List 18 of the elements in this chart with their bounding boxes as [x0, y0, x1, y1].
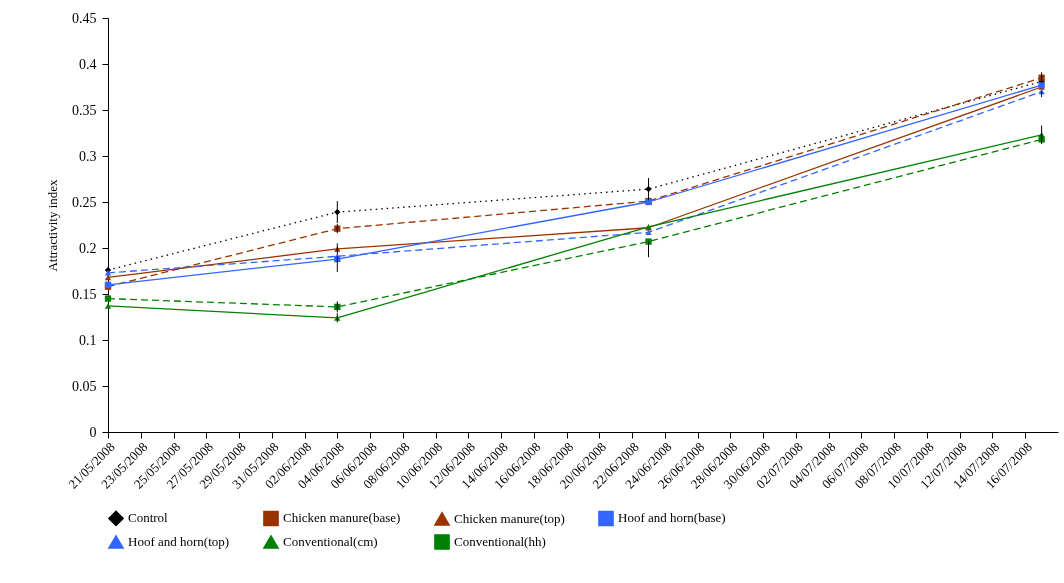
y-tick-label: 0.35 — [72, 102, 97, 118]
legend-label: Hoof and horn(top) — [128, 534, 230, 549]
y-tick-label: 0.25 — [72, 194, 97, 210]
legend-label: Chicken manure(base) — [283, 510, 401, 526]
y-tick-label: 0.3 — [79, 148, 97, 164]
y-tick-label: 0.05 — [72, 378, 97, 394]
legend-label: Conventional(hh) — [454, 534, 546, 549]
legend-label: Control — [128, 510, 169, 526]
legend-label: Conventional(cm) — [283, 534, 378, 549]
y-tick-label: 0.4 — [79, 56, 97, 72]
y-tick-label: 0.15 — [72, 286, 97, 302]
y-axis-title: Attractivity index — [45, 178, 60, 272]
legend-label: Hoof and horn(base) — [618, 510, 726, 526]
y-tick-label: 0.1 — [79, 332, 97, 348]
y-tick-label: 0.2 — [79, 240, 97, 256]
y-tick-label: 0 — [89, 424, 97, 440]
legend-label: Chicken manure(top) — [454, 510, 565, 526]
y-tick-label: 0.45 — [72, 10, 97, 26]
